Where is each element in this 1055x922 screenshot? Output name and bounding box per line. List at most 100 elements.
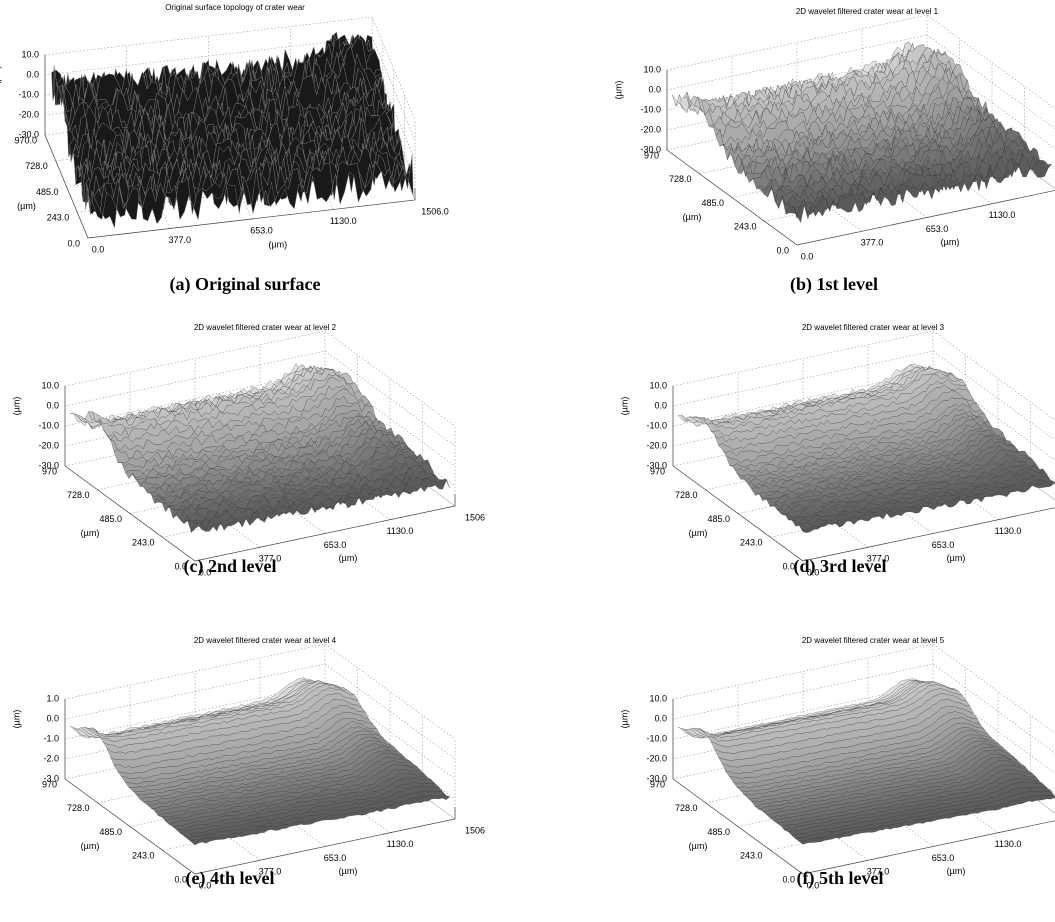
panel: 2D wavelet filtered crater wear at level… [11,636,485,890]
x-tick-label: 1130.0 [989,210,1016,220]
x-axis-label: (µm) [339,553,358,563]
y-axis-label: (µm) [81,841,100,851]
surface-strip [91,154,414,228]
y-tick-label: 970 [42,779,57,789]
z-tick-label: -20.0 [640,124,661,134]
x-tick-label: 1130.0 [995,839,1022,849]
x-tick-label: 0.0 [199,567,212,577]
x-tick-label: 0.0 [199,880,212,890]
surface-strip [191,478,450,533]
y-tick-label: 728.0 [675,490,698,500]
z-tick-label: -10.0 [38,420,59,430]
x-tick-label: 653.0 [250,225,273,235]
x-tick-label: 653.0 [932,540,955,550]
panel-title: 2D wavelet filtered crater wear at level… [194,323,337,332]
x-tick-label: 653.0 [932,853,955,863]
z-tick-label: 0.0 [46,400,59,410]
z-tick-label: -20.0 [38,440,59,450]
panel-title: 2D wavelet filtered crater wear at level… [802,323,945,332]
axis-edge [64,386,456,562]
y-axis-label: (µm) [81,528,100,538]
z-tick-label: -30.0 [640,144,661,154]
z-tick-label: -30.0 [646,773,667,783]
x-tick-label: 1130.0 [995,526,1022,536]
panel-title: Original surface topology of crater wear [165,3,305,12]
z-axis-label: (µm) [0,66,1,85]
z-tick-label: 10.0 [21,49,39,59]
axis-edge [44,55,416,239]
surface-strip [793,160,1053,223]
y-tick-label: 485.0 [701,198,724,208]
x-tick-label: 653.0 [926,224,949,234]
z-tick-label: -10.0 [646,420,667,430]
y-axis-label: (µm) [689,841,708,851]
z-tick-label: 10.0 [649,693,667,703]
x-axis-label: (µm) [339,866,358,876]
x-tick-label: 653.0 [324,853,347,863]
axis-edge [666,70,1055,246]
x-tick-label: 1130.0 [387,526,414,536]
z-tick-label: 10.0 [643,64,661,74]
surface-strip [799,479,1055,533]
z-tick-label: -20.0 [646,753,667,763]
y-tick-label: 485.0 [99,827,122,837]
y-tick-label: 728.0 [675,803,698,813]
z-tick-label: -30.0 [646,460,667,470]
x-tick-label: 1130.0 [387,839,414,849]
z-tick-label: -20.0 [18,109,39,119]
z-tick-label: 10.0 [649,380,667,390]
y-tick-label: 485.0 [707,514,730,524]
panel: 2D wavelet filtered crater wear at level… [619,323,1055,577]
y-tick-label: 0.0 [782,874,795,884]
z-tick-label: 0.0 [654,400,667,410]
panel: Original surface topology of crater wear… [0,3,449,295]
axis-edge [64,699,456,875]
z-tick-label: -10.0 [646,733,667,743]
y-tick-label: 0.0 [174,561,187,571]
z-tick-label: 0.0 [648,84,661,94]
z-tick-label: 10.0 [41,380,59,390]
y-axis-label: (µm) [17,201,36,211]
axis-edge [672,386,1055,562]
y-tick-label: 728.0 [67,803,90,813]
z-tick-label: -3.0 [43,773,59,783]
x-tick-label: 1506 [465,512,485,522]
z-tick-label: 0.0 [26,69,39,79]
x-axis-label: (µm) [941,237,960,247]
caption: (d) 3rd level [794,556,887,577]
y-tick-label: 243.0 [132,538,155,548]
x-axis-label: (µm) [269,239,288,249]
z-tick-label: 1.0 [46,693,59,703]
z-tick-label: -30.0 [38,460,59,470]
y-tick-label: 970 [644,150,659,160]
z-axis-label: (µm) [11,710,21,729]
caption: (b) 1st level [790,274,878,295]
y-tick-label: 728.0 [669,174,692,184]
x-tick-label: 377.0 [259,867,282,877]
caption: (a) Original surface [170,274,321,295]
y-tick-label: 243.0 [734,222,757,232]
x-tick-label: 1506 [465,825,485,835]
panel: 2D wavelet filtered crater wear at level… [613,7,1055,295]
z-axis-label: (µm) [619,710,629,729]
z-axis-label: (µm) [613,81,623,100]
y-tick-label: 970 [650,779,665,789]
caption: (f) 5th level [797,868,884,889]
x-tick-label: 377.0 [867,867,890,877]
y-tick-label: 728.0 [25,161,48,171]
x-axis-label: (µm) [947,553,966,563]
y-tick-label: 485.0 [36,187,59,197]
y-axis-label: (µm) [689,528,708,538]
y-tick-label: 0.0 [67,238,80,248]
surface-strip [191,794,451,846]
panel-title: 2D wavelet filtered crater wear at level… [796,7,939,16]
z-axis-label: (µm) [619,397,629,416]
z-tick-label: -20.0 [646,440,667,450]
z-tick-label: -10.0 [18,89,39,99]
y-tick-label: 970 [650,466,665,476]
y-tick-label: 970 [42,466,57,476]
x-tick-label: 377.0 [861,238,884,248]
y-tick-label: 0.0 [782,561,795,571]
z-tick-label: 0.0 [46,713,59,723]
y-tick-label: 243.0 [132,851,155,861]
